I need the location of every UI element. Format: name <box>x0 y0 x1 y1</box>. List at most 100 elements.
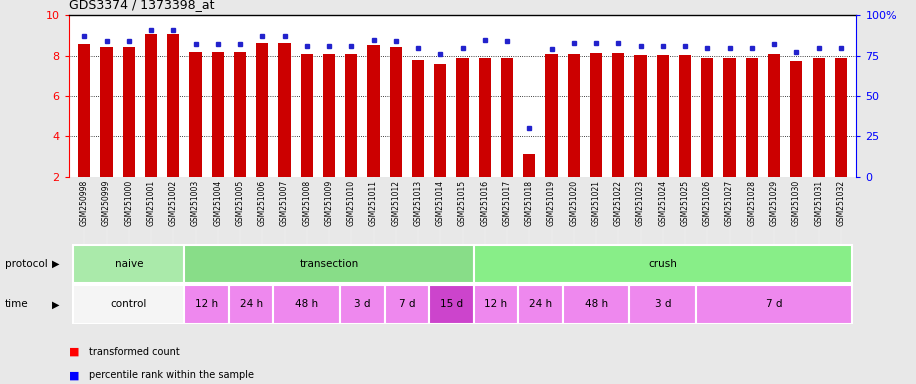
Text: GSM251009: GSM251009 <box>324 180 333 226</box>
Bar <box>78 44 91 177</box>
Bar <box>590 53 602 177</box>
Text: GSM251006: GSM251006 <box>257 180 267 226</box>
Bar <box>73 285 184 324</box>
Bar <box>101 46 113 177</box>
Text: GDS3374 / 1373398_at: GDS3374 / 1373398_at <box>69 0 214 12</box>
Text: GSM251020: GSM251020 <box>570 180 578 226</box>
Bar <box>145 33 158 177</box>
Text: 48 h: 48 h <box>295 299 319 310</box>
Text: ▶: ▶ <box>52 299 60 310</box>
Bar <box>167 33 180 177</box>
Text: GSM251016: GSM251016 <box>480 180 489 226</box>
Bar <box>812 58 824 177</box>
Text: ■: ■ <box>69 370 79 380</box>
Bar <box>389 46 402 177</box>
Text: GSM251025: GSM251025 <box>681 180 690 226</box>
Bar <box>545 54 558 177</box>
Bar <box>657 55 669 177</box>
Bar <box>679 55 692 177</box>
Text: naive: naive <box>114 259 143 269</box>
Text: GSM251012: GSM251012 <box>391 180 400 226</box>
Text: 3 d: 3 d <box>354 299 371 310</box>
Bar <box>123 46 135 177</box>
Text: GSM251021: GSM251021 <box>592 180 601 226</box>
Bar <box>234 52 246 177</box>
Text: percentile rank within the sample: percentile rank within the sample <box>89 370 254 380</box>
Text: time: time <box>5 299 28 310</box>
Bar <box>73 245 184 283</box>
Bar <box>724 58 736 177</box>
Bar <box>501 58 513 177</box>
Text: 7 d: 7 d <box>766 299 782 310</box>
Bar <box>768 54 780 177</box>
Text: GSM251031: GSM251031 <box>814 180 823 226</box>
Text: GSM251032: GSM251032 <box>836 180 845 226</box>
Text: GSM250998: GSM250998 <box>80 180 89 226</box>
Text: GSM251004: GSM251004 <box>213 180 223 226</box>
Text: GSM251018: GSM251018 <box>525 180 534 226</box>
Bar <box>430 285 474 324</box>
Text: control: control <box>111 299 147 310</box>
Bar <box>340 285 385 324</box>
Text: GSM251007: GSM251007 <box>280 180 289 226</box>
Text: ■: ■ <box>69 347 79 357</box>
Text: crush: crush <box>649 259 677 269</box>
Bar <box>696 285 852 324</box>
Bar <box>629 285 696 324</box>
Bar <box>412 60 424 177</box>
Text: GSM251014: GSM251014 <box>436 180 445 226</box>
Text: 7 d: 7 d <box>398 299 415 310</box>
Bar <box>184 285 229 324</box>
Bar <box>635 55 647 177</box>
Text: 15 d: 15 d <box>440 299 463 310</box>
Text: 12 h: 12 h <box>195 299 218 310</box>
Bar <box>434 64 446 177</box>
Text: GSM251017: GSM251017 <box>503 180 512 226</box>
Bar <box>385 285 430 324</box>
Text: 24 h: 24 h <box>240 299 263 310</box>
Text: 3 d: 3 d <box>655 299 671 310</box>
Bar <box>300 54 313 177</box>
Bar <box>523 154 536 177</box>
Bar <box>367 45 380 177</box>
Text: 12 h: 12 h <box>485 299 507 310</box>
Bar <box>190 52 202 177</box>
Text: GSM251008: GSM251008 <box>302 180 311 226</box>
Text: GSM251011: GSM251011 <box>369 180 378 226</box>
Text: GSM251000: GSM251000 <box>125 180 134 226</box>
Text: 24 h: 24 h <box>529 299 552 310</box>
Text: 48 h: 48 h <box>584 299 607 310</box>
Text: GSM251028: GSM251028 <box>747 180 757 226</box>
Bar <box>791 61 802 177</box>
Text: GSM251026: GSM251026 <box>703 180 712 226</box>
Bar <box>746 58 758 177</box>
Bar <box>702 58 714 177</box>
Text: protocol: protocol <box>5 259 48 269</box>
Text: GSM250999: GSM250999 <box>102 180 111 227</box>
Bar <box>834 58 847 177</box>
Text: GSM251030: GSM251030 <box>791 180 801 226</box>
Bar <box>568 54 580 177</box>
Text: transformed count: transformed count <box>89 347 180 357</box>
Text: GSM251023: GSM251023 <box>636 180 645 226</box>
Bar <box>518 285 562 324</box>
Bar <box>562 285 629 324</box>
Bar <box>323 54 335 177</box>
Text: ▶: ▶ <box>52 259 60 269</box>
Bar <box>274 285 340 324</box>
Text: GSM251015: GSM251015 <box>458 180 467 226</box>
Bar <box>474 245 852 283</box>
Text: GSM251027: GSM251027 <box>725 180 734 226</box>
Bar <box>256 43 268 177</box>
Text: GSM251002: GSM251002 <box>169 180 178 226</box>
Bar <box>612 53 625 177</box>
Text: GSM251013: GSM251013 <box>413 180 422 226</box>
Bar <box>456 58 469 177</box>
Bar <box>278 43 290 177</box>
Text: GSM251010: GSM251010 <box>347 180 355 226</box>
Text: GSM251005: GSM251005 <box>235 180 245 226</box>
Bar <box>184 245 474 283</box>
Bar <box>229 285 274 324</box>
Text: GSM251024: GSM251024 <box>659 180 668 226</box>
Bar <box>479 58 491 177</box>
